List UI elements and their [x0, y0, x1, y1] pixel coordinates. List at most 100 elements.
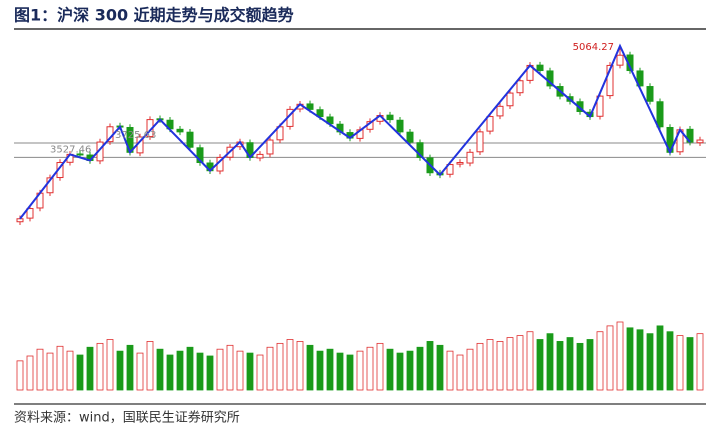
candle-body: [606, 64, 614, 97]
volume-bar: [476, 342, 484, 391]
candle-body: [496, 105, 504, 117]
candle-body: [506, 92, 514, 107]
peak-label: 5064.27: [573, 42, 614, 53]
volume-bar: [506, 337, 514, 391]
candle-body: [536, 64, 544, 72]
volume-bar: [536, 339, 544, 391]
level-label: 3725.63: [115, 130, 156, 141]
volume-bar: [686, 337, 694, 391]
candle-body: [396, 119, 404, 133]
volume-bar: [586, 339, 594, 391]
candle-body: [386, 114, 394, 121]
volume-bar: [246, 352, 254, 391]
volume-bar: [486, 339, 494, 391]
candle-body: [266, 139, 274, 155]
candle-body: [26, 208, 34, 219]
volume-bar: [366, 346, 374, 391]
candle-body: [616, 54, 624, 66]
volume-bar: [646, 333, 654, 391]
volume-bar: [76, 354, 84, 391]
volume-bar: [306, 344, 314, 391]
volume-bar: [596, 331, 604, 391]
volume-bar: [556, 341, 564, 391]
candle-body: [406, 131, 414, 143]
volume-bar: [286, 339, 294, 391]
volume-bar: [156, 348, 164, 391]
volume-bar: [666, 331, 674, 391]
volume-bar: [186, 346, 194, 391]
volume-bar: [196, 352, 204, 391]
candle-body: [316, 109, 324, 118]
candle-body: [176, 128, 184, 133]
volume-bar: [296, 341, 304, 391]
candle-body: [546, 70, 554, 87]
volume-bar: [26, 355, 34, 391]
volume-bar: [46, 352, 54, 391]
volume-bar: [136, 352, 144, 391]
candle-body: [486, 116, 494, 132]
volume-bar: [636, 329, 644, 391]
volume-bar: [426, 341, 434, 391]
volume-bar: [176, 350, 184, 391]
volume-bar: [116, 350, 124, 391]
candle-body: [696, 139, 704, 144]
volume-bar: [566, 337, 574, 391]
candle-body: [306, 103, 314, 110]
candle-body: [656, 101, 664, 128]
volume-bar: [56, 345, 64, 391]
candle-body: [456, 162, 464, 165]
volume-bar: [656, 325, 664, 391]
volume-bar: [516, 335, 524, 391]
volume-bar: [526, 331, 534, 391]
volume-bar: [436, 344, 444, 391]
volume-bar: [456, 354, 464, 391]
volume-bar: [336, 352, 344, 391]
volume-bar: [256, 354, 264, 391]
candle-body: [646, 86, 654, 102]
volume-bar: [96, 342, 104, 391]
volume-bar: [316, 350, 324, 391]
volume-bar: [696, 333, 704, 391]
volume-bar: [146, 341, 154, 391]
candle-body: [196, 147, 204, 164]
volume-bar: [376, 342, 384, 391]
level-label: 3527.46: [50, 144, 91, 155]
volume-bar: [496, 341, 504, 391]
candle-body: [466, 151, 474, 164]
candle-body: [256, 153, 264, 159]
candle-body: [446, 164, 454, 175]
candle-body: [76, 153, 84, 156]
volume-bar: [396, 352, 404, 391]
candle-body: [16, 218, 24, 223]
volume-bar: [66, 350, 74, 391]
volume-bar: [266, 346, 274, 391]
volume-bar: [16, 360, 24, 391]
candle-body: [186, 131, 194, 148]
candle-body: [476, 131, 484, 153]
volume-bar: [206, 355, 214, 391]
volume-bar: [676, 335, 684, 391]
candle-body: [596, 95, 604, 117]
volume-bar: [346, 354, 354, 391]
volume-bar: [326, 348, 334, 391]
volume-bar: [236, 350, 244, 391]
volume-bar: [616, 321, 624, 391]
volume-bar: [166, 354, 174, 391]
volume-bar: [226, 344, 234, 391]
volume-bar: [126, 344, 134, 391]
volume-bar: [626, 327, 634, 391]
volume-bar: [356, 350, 364, 391]
volume-bar: [216, 348, 224, 391]
volume-bar: [546, 333, 554, 391]
volume-bar: [606, 325, 614, 391]
volume-bar: [106, 339, 114, 391]
zigzag-line: [19, 43, 691, 220]
volume-bar: [276, 342, 284, 391]
volume-bar: [86, 346, 94, 391]
candle-body: [416, 142, 424, 158]
volume-bar: [576, 342, 584, 391]
chart-title: 图1：沪深 300 近期走势与成交额趋势: [14, 6, 294, 25]
volume-bar: [466, 348, 474, 391]
volume-bar: [416, 346, 424, 391]
